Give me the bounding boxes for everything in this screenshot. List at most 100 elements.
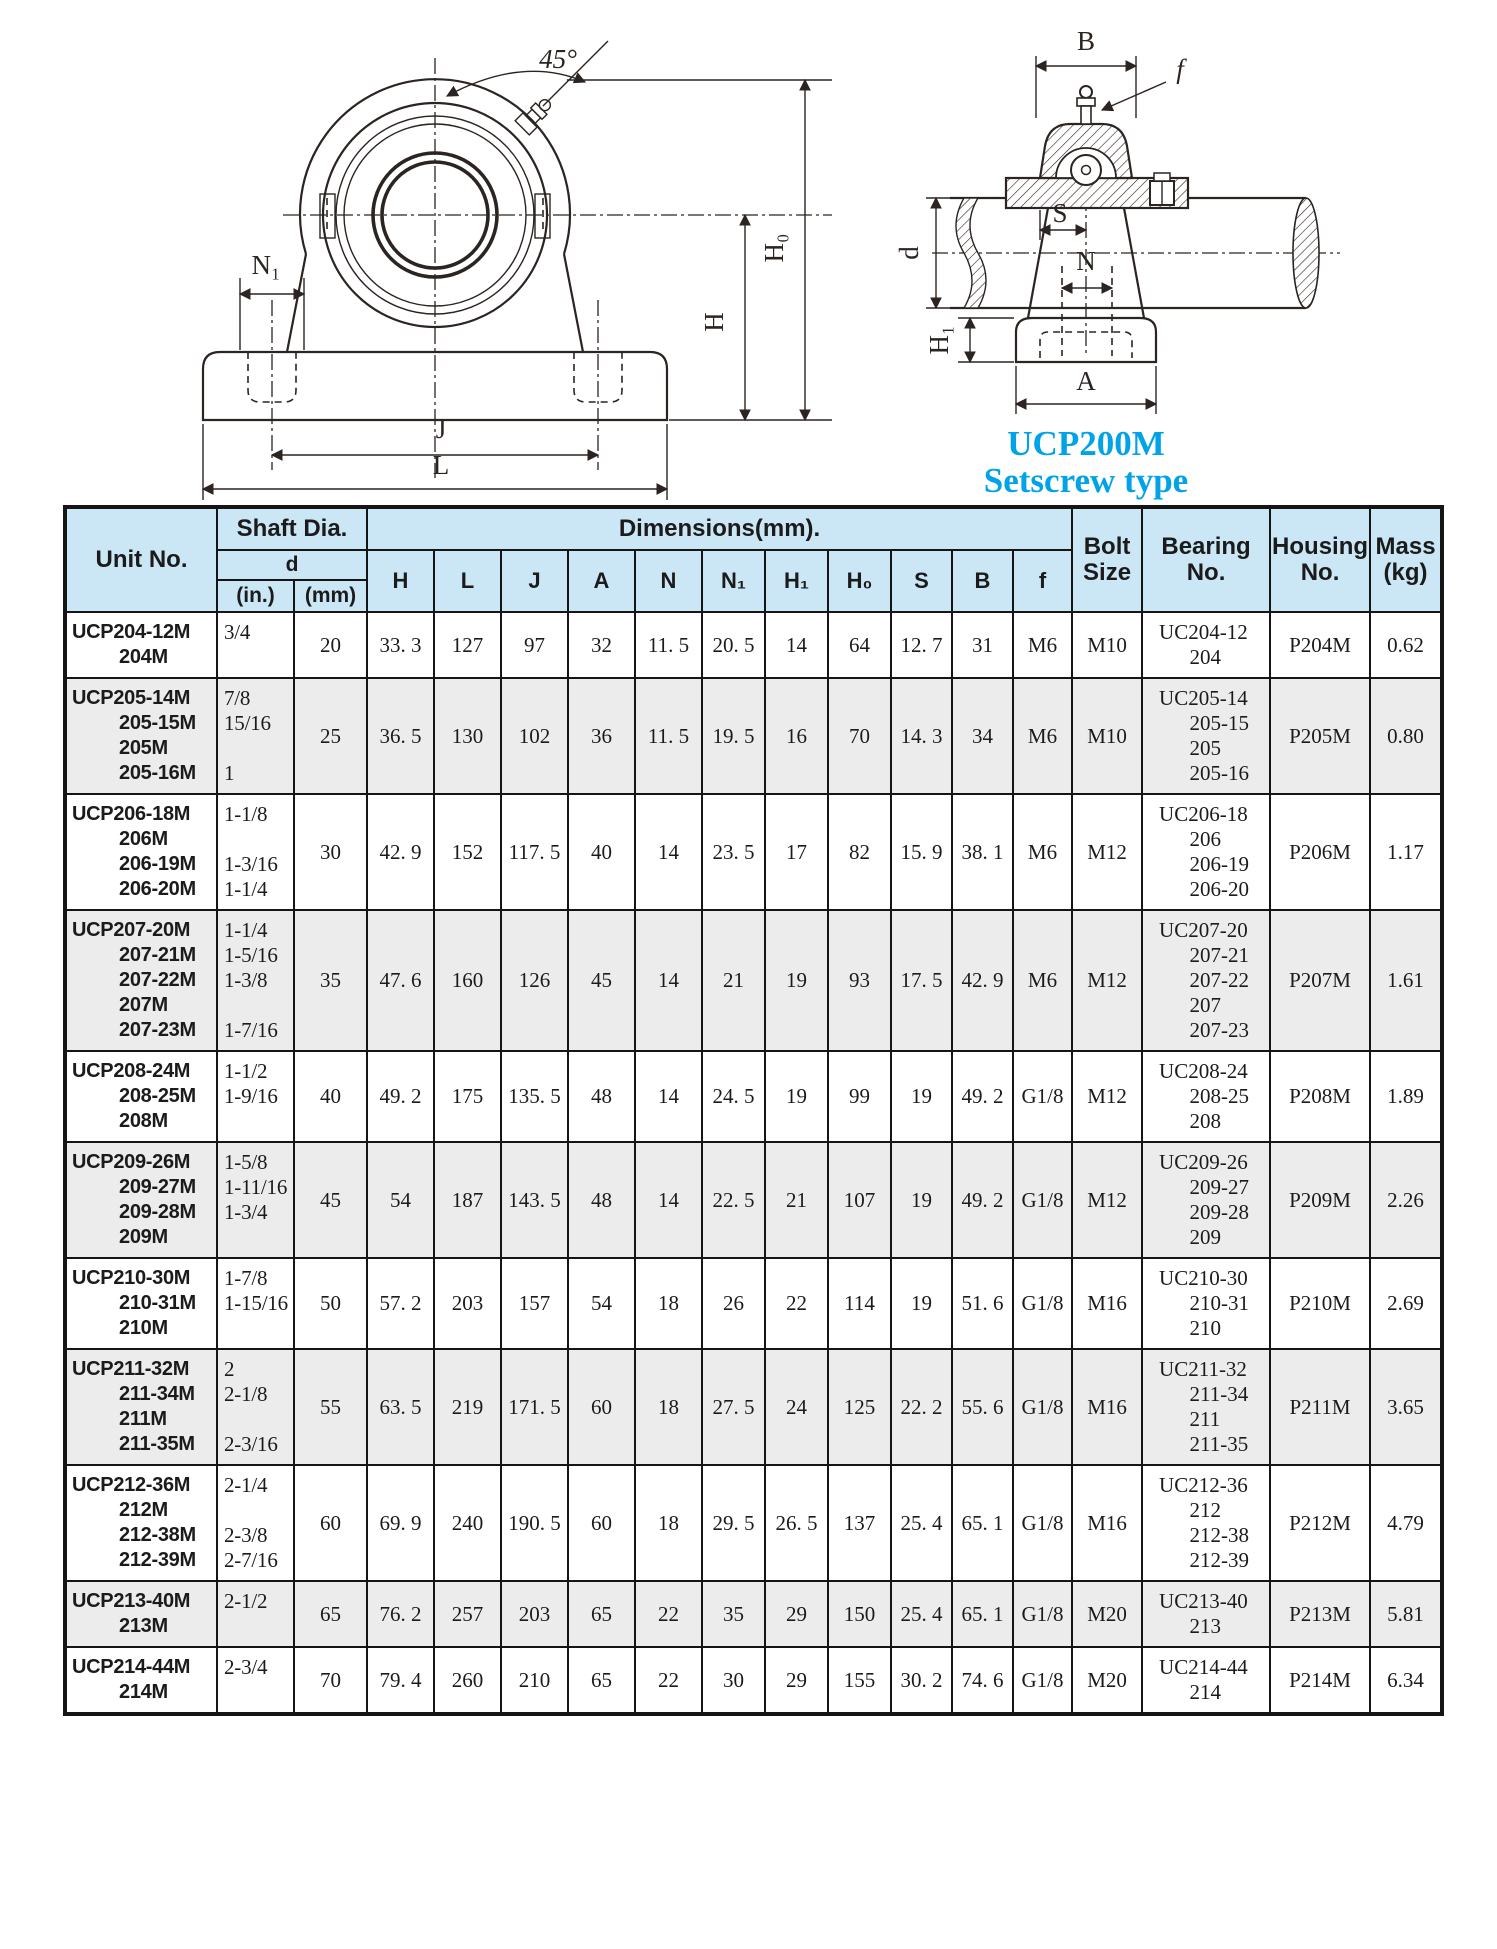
cell-unit-no: UCP209-26M 209-27M 209-28M 209M [64, 1141, 218, 1259]
cell-dim-l: 203 [433, 1257, 502, 1350]
dim-label-a: A [1076, 366, 1096, 396]
cell-dim-h: 36. 5 [366, 677, 435, 795]
header-dim-s: S [890, 549, 953, 613]
cell-bearing-no: UC213-40 213 [1141, 1580, 1272, 1648]
cell-dim-a: 36 [567, 677, 636, 795]
cell-dim-l: 130 [433, 677, 502, 795]
cell-dim-j: 203 [500, 1580, 569, 1648]
header-dim-n1: N₁ [701, 549, 766, 613]
cell-dim-b: 51. 6 [951, 1257, 1014, 1350]
cell-dim-l: 160 [433, 909, 502, 1052]
cell-dim-h0: 93 [827, 909, 892, 1052]
cell-bolt-size: M16 [1071, 1464, 1144, 1582]
cell-dim-n1: 23. 5 [701, 793, 766, 911]
cell-dim-a: 60 [567, 1464, 636, 1582]
table-row: UCP214-44M 214M 2-3/4 70 79. 4 260 210 65… [64, 1646, 1444, 1715]
header-dim-h0: H₀ [827, 549, 892, 613]
drawing-caption-type: Setscrew type [984, 461, 1188, 500]
cell-dim-s: 12. 7 [890, 611, 953, 679]
cell-dim-a: 54 [567, 1257, 636, 1350]
dim-label-l: L [433, 450, 450, 480]
cell-dim-n1: 30 [701, 1646, 766, 1715]
cell-dim-a: 65 [567, 1646, 636, 1715]
table-row: UCP212-36M 212M 212-38M 212-39M 2-1/4 2-3/8… [64, 1464, 1444, 1582]
cell-shaft-in: 2-3/4 [216, 1646, 295, 1715]
cell-mass: 0.80 [1369, 677, 1444, 795]
dim-label-b: B [1077, 26, 1095, 56]
cell-dim-h0: 64 [827, 611, 892, 679]
cell-shaft-mm: 50 [293, 1257, 368, 1350]
cell-dim-j: 126 [500, 909, 569, 1052]
cell-mass: 1.61 [1369, 909, 1444, 1052]
cell-shaft-in: 7/8 15/16 1 [216, 677, 295, 795]
cell-dim-a: 48 [567, 1050, 636, 1143]
cell-mass: 3.65 [1369, 1348, 1444, 1466]
cell-dim-f: G1/8 [1011, 1646, 1074, 1715]
cell-housing-no: P207M [1269, 909, 1372, 1052]
cell-dim-h1: 24 [764, 1348, 829, 1466]
dimension-table: Unit No. Shaft Dia. Dimensions(mm). Bolt… [63, 505, 1445, 1716]
cell-dim-n: 22 [634, 1580, 703, 1648]
cell-mass: 6.34 [1369, 1646, 1444, 1715]
table-row: UCP209-26M 209-27M 209-28M 209M 1-5/8 1-11/1… [64, 1141, 1444, 1259]
cell-dim-h1: 22 [764, 1257, 829, 1350]
cell-shaft-in: 1-1/2 1-9/16 [216, 1050, 295, 1143]
cell-dim-n1: 27. 5 [701, 1348, 766, 1466]
cell-dim-s: 15. 9 [890, 793, 953, 911]
cell-housing-no: P205M [1269, 677, 1372, 795]
header-housing-no: Housing No. [1269, 506, 1372, 613]
cell-bolt-size: M10 [1071, 677, 1144, 795]
cell-shaft-in: 1-5/8 1-11/16 1-3/4 [216, 1141, 295, 1259]
cell-dim-h: 57. 2 [366, 1257, 435, 1350]
table-row: UCP210-30M 210-31M 210M 1-7/8 1-15/16 50 57… [64, 1257, 1444, 1350]
cell-dim-l: 152 [433, 793, 502, 911]
cell-bolt-size: M20 [1071, 1646, 1144, 1715]
cell-dim-b: 49. 2 [951, 1050, 1014, 1143]
table-body: UCP204-12M 204M 3/4 20 33. 3 127 97 32 11… [64, 611, 1444, 1715]
cell-bearing-no: UC212-36 212 212-38 212-39 [1141, 1464, 1272, 1582]
cell-dim-b: 65. 1 [951, 1464, 1014, 1582]
cell-dim-a: 45 [567, 909, 636, 1052]
cell-housing-no: P212M [1269, 1464, 1372, 1582]
cell-dim-h: 63. 5 [366, 1348, 435, 1466]
cell-dim-b: 74. 6 [951, 1646, 1014, 1715]
cell-dim-j: 135. 5 [500, 1050, 569, 1143]
table-row: UCP206-18M 206M 206-19M 206-20M 1-1/8 1-3/1… [64, 793, 1444, 911]
cell-bearing-no: UC208-24 208-25 208 [1141, 1050, 1272, 1143]
cell-dim-j: 97 [500, 611, 569, 679]
cell-unit-no: UCP204-12M 204M [64, 611, 218, 679]
cell-dim-n: 18 [634, 1257, 703, 1350]
cell-unit-no: UCP207-20M 207-21M 207-22M 207M 207-23M [64, 909, 218, 1052]
cell-dim-n1: 26 [701, 1257, 766, 1350]
cell-housing-no: P211M [1269, 1348, 1372, 1466]
cell-dim-h1: 19 [764, 909, 829, 1052]
header-bolt-size: Bolt Size [1071, 506, 1144, 613]
cell-dim-l: 175 [433, 1050, 502, 1143]
cell-dim-s: 19 [890, 1141, 953, 1259]
cell-dim-b: 38. 1 [951, 793, 1014, 911]
cell-dim-n: 14 [634, 1050, 703, 1143]
cell-dim-a: 48 [567, 1141, 636, 1259]
cell-dim-h: 76. 2 [366, 1580, 435, 1648]
cell-shaft-in: 3/4 [216, 611, 295, 679]
cell-dim-n1: 19. 5 [701, 677, 766, 795]
cell-dim-h1: 14 [764, 611, 829, 679]
cell-shaft-mm: 70 [293, 1646, 368, 1715]
cell-bolt-size: M10 [1071, 611, 1144, 679]
cell-dim-h1: 21 [764, 1141, 829, 1259]
header-d: d [216, 549, 368, 581]
cell-dim-h: 49. 2 [366, 1050, 435, 1143]
cell-bearing-no: UC211-32 211-34 211 211-35 [1141, 1348, 1272, 1466]
cell-mass: 2.69 [1369, 1257, 1444, 1350]
cell-bearing-no: UC210-30 210-31 210 [1141, 1257, 1272, 1350]
cell-dim-h: 33. 3 [366, 611, 435, 679]
table-row: UCP205-14M 205-15M 205M 205-16M 7/8 15/16 1 … [64, 677, 1444, 795]
cell-shaft-in: 1-1/8 1-3/16 1-1/4 [216, 793, 295, 911]
dim-label-d: d [894, 246, 924, 260]
cell-dim-j: 210 [500, 1646, 569, 1715]
cell-dim-s: 25. 4 [890, 1580, 953, 1648]
cell-bolt-size: M12 [1071, 1141, 1144, 1259]
cell-shaft-in: 2 2-1/8 2-3/16 [216, 1348, 295, 1466]
cell-dim-j: 171. 5 [500, 1348, 569, 1466]
header-mass: Mass (kg) [1369, 506, 1444, 613]
